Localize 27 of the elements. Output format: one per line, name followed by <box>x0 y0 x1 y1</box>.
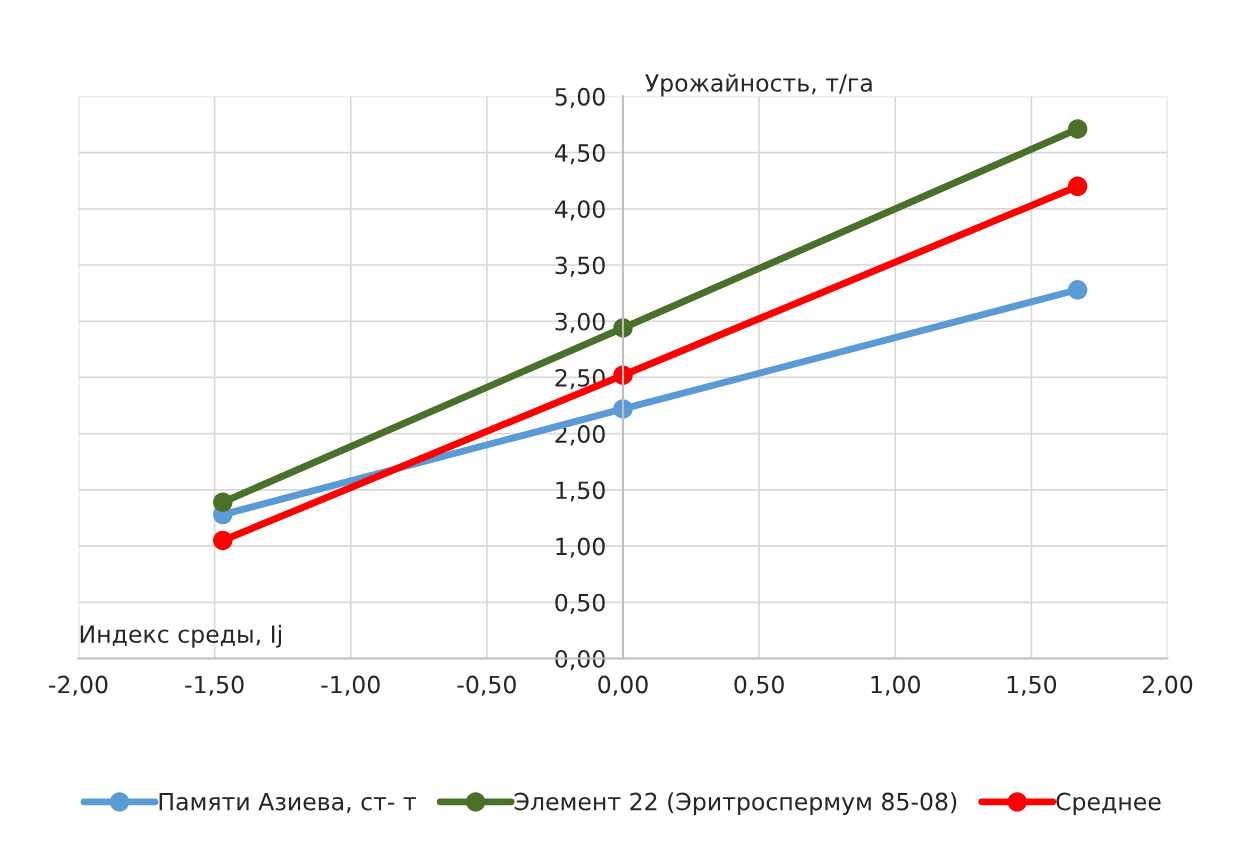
point <box>1067 280 1088 300</box>
x-tick-label: -2,00 <box>49 675 108 696</box>
y-tick-label: 3,00 <box>555 312 605 333</box>
x-axis-title: Индекс среды, Ij <box>80 624 281 648</box>
y-tick-label: 0,50 <box>555 593 605 615</box>
y-axis-title: Урожайность, т/га <box>645 73 872 97</box>
x-tick-label: 1,00 <box>871 675 920 696</box>
x-tick-label: 2,00 <box>1142 675 1193 696</box>
point <box>1067 119 1088 139</box>
x-tick-label: -0,50 <box>457 675 516 696</box>
legend-label: Среднее <box>1056 792 1161 816</box>
x-tick-label: -1,00 <box>321 675 380 696</box>
x-tick-label: 0,50 <box>734 675 784 696</box>
y-tick-label: 4,50 <box>554 144 605 165</box>
legend-label: Памяти Азиева, ст- т <box>159 792 416 813</box>
point <box>213 530 233 551</box>
y-tick-label: 1,00 <box>556 537 605 558</box>
y-tick-label: 5,00 <box>555 87 605 109</box>
y-tick-label: 4,00 <box>554 200 605 221</box>
point <box>1067 176 1088 197</box>
x-tick-label: 0,00 <box>598 675 648 696</box>
point <box>213 492 233 512</box>
x-tick-label: -1,50 <box>185 675 244 696</box>
legend-label: Элемент 22 (Эритроспермум 85-08) <box>514 792 957 816</box>
x-tick-label: 1,50 <box>1007 675 1057 696</box>
y-tick-label: 3,50 <box>555 256 605 277</box>
y-tick-label: 1,50 <box>556 481 605 502</box>
